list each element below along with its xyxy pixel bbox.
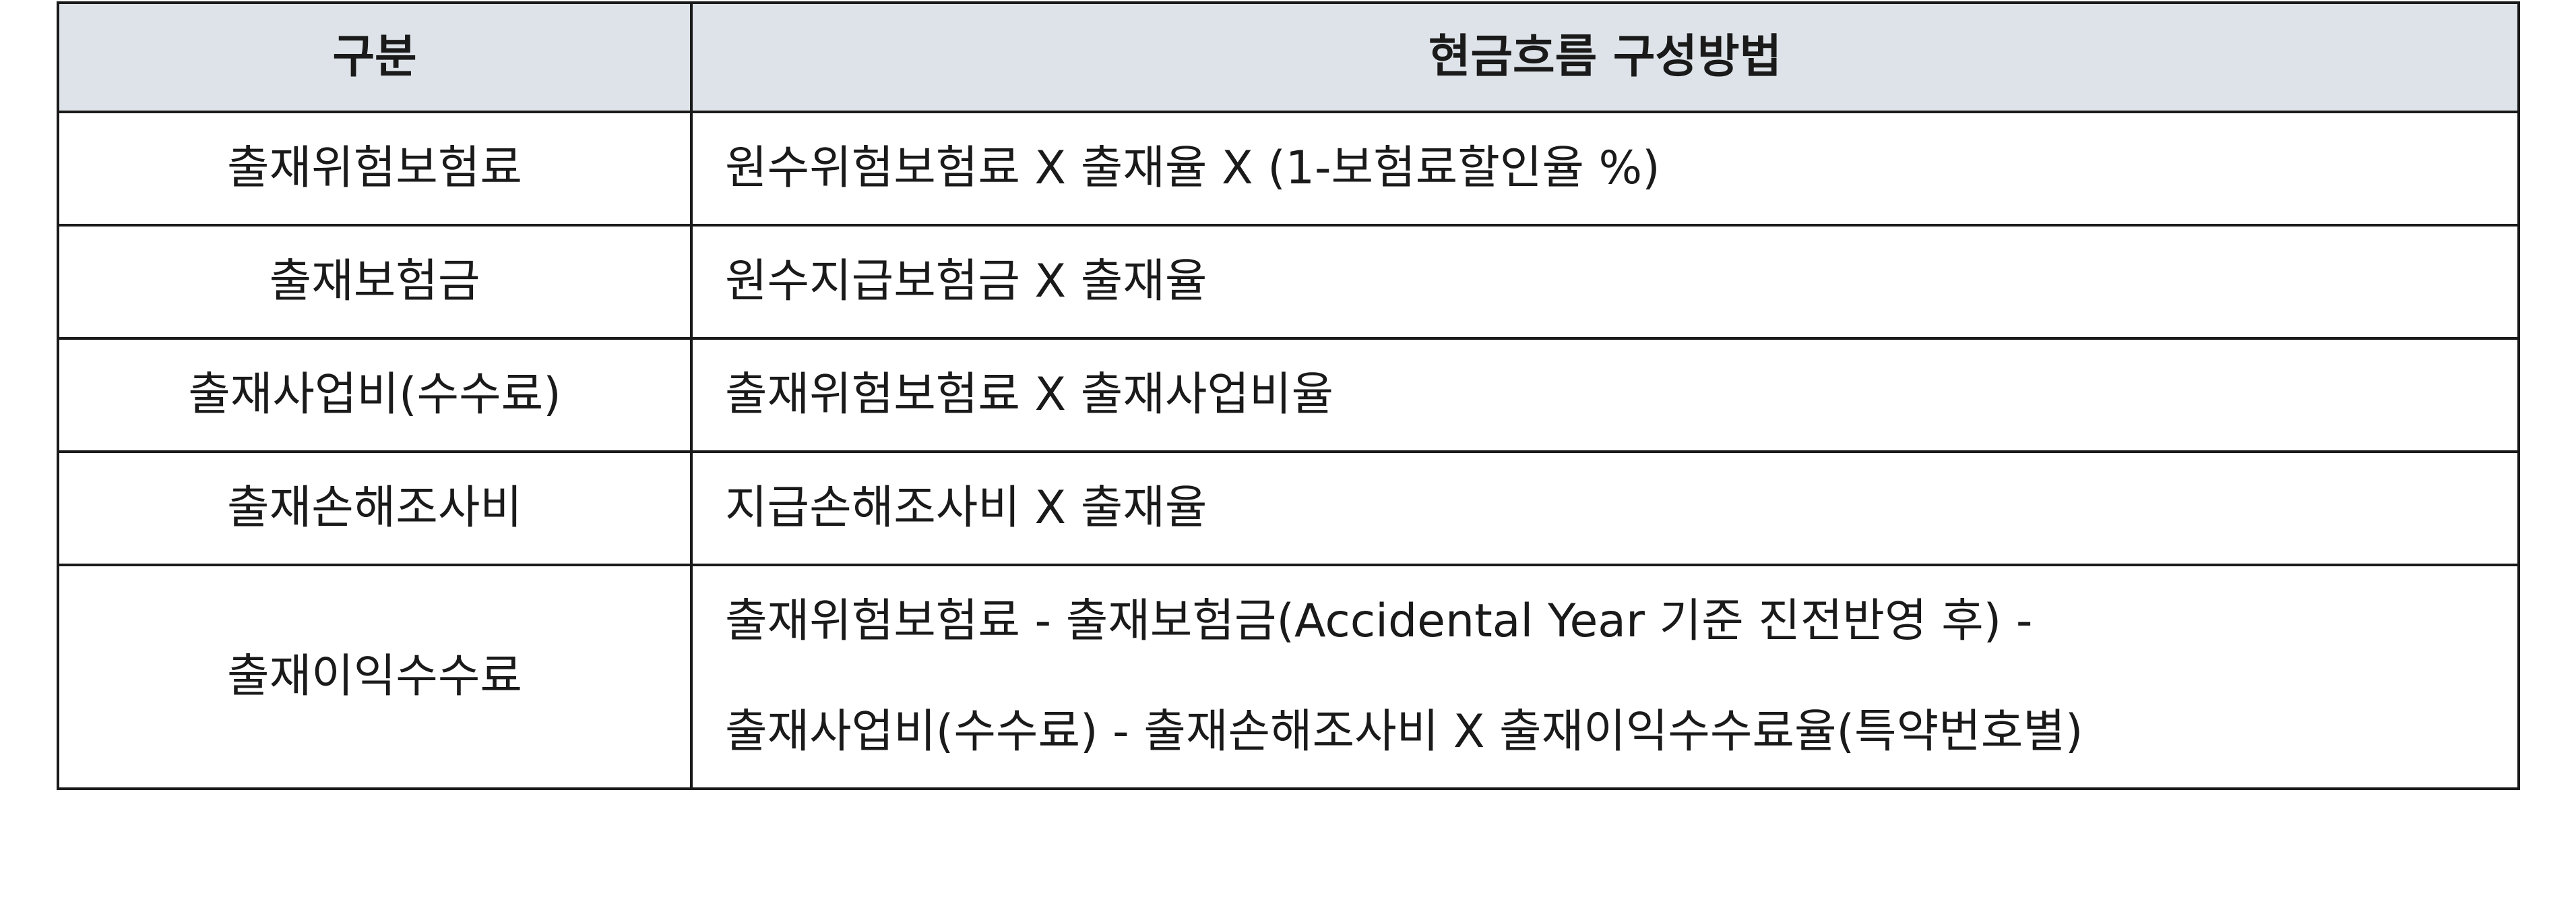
method-line: 출재사업비(수수료) - 출재손해조사비 X 출재이익수수료율(특약번호별) (725, 705, 2083, 758)
row-category: 출재이익수수료 (57, 564, 693, 790)
header-row: 구분 현금흐름 구성방법 (57, 1, 2520, 113)
method-line: 출재위험보험료 - 출재보험금(Accidental Year 기준 진전반영 … (725, 595, 2033, 648)
row-category: 출재손해조사비 (57, 450, 693, 566)
row-method: 원수지급보험금 X 출재율 (690, 224, 2520, 340)
row-method: 출재위험보험료 X 출재사업비율 (690, 337, 2520, 453)
row-category: 출재위험보험료 (57, 111, 693, 227)
row-method: 원수위험보험료 X 출재율 X (1-보험료할인율 %) (690, 111, 2520, 227)
header-category: 구분 (57, 1, 693, 113)
row-method: 지급손해조사비 X 출재율 (690, 450, 2520, 566)
table-row: 출재이익수수료 출재위험보험료 - 출재보험금(Accidental Year … (57, 564, 2520, 790)
table-row: 출재사업비(수수료) 출재위험보험료 X 출재사업비율 (57, 337, 2520, 453)
table-row: 출재손해조사비 지급손해조사비 X 출재율 (57, 450, 2520, 566)
cashflow-composition-table: 구분 현금흐름 구성방법 출재위험보험료 원수위험보험료 X 출재율 X (1-… (57, 1, 2520, 790)
header-method: 현금흐름 구성방법 (690, 1, 2520, 113)
table-row: 출재보험금 원수지급보험금 X 출재율 (57, 224, 2520, 340)
method-line: 원수지급보험금 X 출재율 (725, 255, 1207, 308)
table-header: 구분 현금흐름 구성방법 (57, 1, 2520, 113)
row-method: 출재위험보험료 - 출재보험금(Accidental Year 기준 진전반영 … (690, 564, 2520, 790)
table-row: 출재위험보험료 원수위험보험료 X 출재율 X (1-보험료할인율 %) (57, 111, 2520, 227)
row-category: 출재보험금 (57, 224, 693, 340)
method-line: 지급손해조사비 X 출재율 (725, 481, 1207, 535)
row-category: 출재사업비(수수료) (57, 337, 693, 453)
table-body: 출재위험보험료 원수위험보험료 X 출재율 X (1-보험료할인율 %) 출재보… (57, 111, 2520, 790)
method-line: 출재위험보험료 X 출재사업비율 (725, 368, 1334, 421)
method-line: 원수위험보험료 X 출재율 X (1-보험료할인율 %) (725, 142, 1660, 195)
